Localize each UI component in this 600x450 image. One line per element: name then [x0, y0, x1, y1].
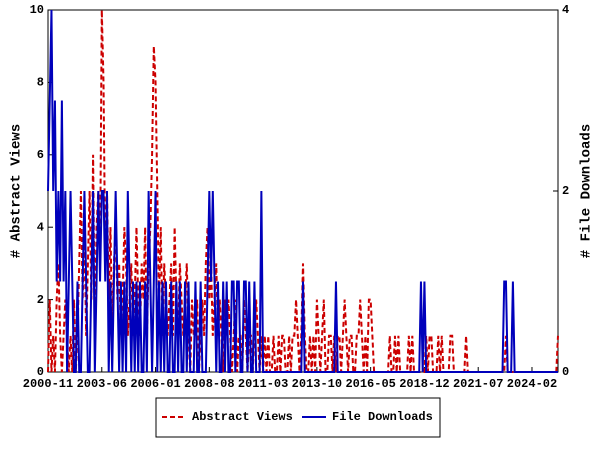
y-tick-label: 10 — [30, 3, 44, 17]
series-line — [47, 9, 558, 373]
x-tick-label: 2016-05 — [345, 377, 395, 391]
y-axis-label: # Abstract Views — [9, 124, 25, 258]
x-tick-label: 2008-08 — [184, 377, 234, 391]
y-tick-label: 8 — [37, 76, 44, 90]
y-tick-label: 4 — [37, 220, 44, 234]
legend-label: File Downloads — [332, 410, 433, 424]
y-tick-label: 0 — [37, 365, 44, 379]
x-tick-label: 2011-03 — [238, 377, 288, 391]
x-tick-label: 2003-06 — [77, 377, 127, 391]
y-tick-label: 2 — [37, 293, 44, 307]
x-tick-label: 2018-12 — [399, 377, 449, 391]
x-tick-label: 2000-11 — [23, 377, 73, 391]
legend-box — [155, 397, 441, 438]
y2-tick-label: 2 — [562, 184, 569, 198]
y2-tick-label: 4 — [562, 3, 569, 17]
x-tick-label: 2013-10 — [292, 377, 342, 391]
x-tick-label: 2021-07 — [453, 377, 503, 391]
y2-axis-label: # File Downloads — [579, 124, 595, 258]
x-tick-label: 2024-02 — [507, 377, 557, 391]
series-line — [47, 9, 559, 373]
y2-tick-label: 0 — [562, 365, 569, 379]
x-tick-label: 2006-01 — [130, 377, 180, 391]
legend-label: Abstract Views — [192, 410, 293, 424]
y-tick-label: 6 — [37, 148, 44, 162]
